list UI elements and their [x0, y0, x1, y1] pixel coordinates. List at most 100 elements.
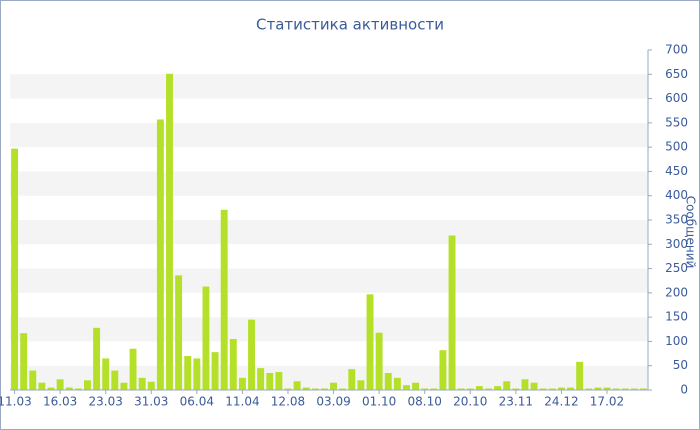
- bar: [156, 119, 164, 390]
- bar: [375, 332, 383, 390]
- bar: [238, 377, 246, 390]
- x-tick-label: 16.03: [43, 395, 77, 409]
- y-tick-label: 250: [665, 261, 688, 275]
- grid-band: [10, 74, 648, 99]
- bar: [548, 388, 556, 390]
- bar: [284, 388, 292, 390]
- bar: [166, 73, 173, 391]
- bar: [20, 333, 28, 390]
- y-tick-label: 100: [665, 334, 688, 348]
- bar: [38, 382, 46, 390]
- y-tick-label: 350: [665, 213, 688, 227]
- bar: [111, 370, 119, 390]
- bar: [275, 372, 283, 390]
- y-tick-label: 700: [665, 43, 688, 57]
- y-tick-label: 0: [680, 383, 688, 397]
- bar: [439, 350, 447, 390]
- bar: [220, 209, 228, 390]
- bar: [485, 388, 492, 390]
- y-tick-label: 450: [665, 164, 688, 178]
- bar: [138, 377, 146, 390]
- bar: [457, 388, 465, 390]
- bar: [503, 381, 511, 390]
- x-tick-label: 20.10: [453, 395, 487, 409]
- bar: [129, 348, 137, 390]
- grid-band: [10, 268, 648, 293]
- grid-band: [10, 122, 648, 148]
- bar: [585, 388, 593, 390]
- y-tick-label: 600: [665, 91, 688, 105]
- bar: [384, 373, 392, 390]
- bar: [475, 386, 483, 390]
- x-tick-label: 12.08: [271, 395, 305, 409]
- bar: [612, 388, 620, 390]
- grid-band: [10, 317, 648, 342]
- x-tick-label: 11.04: [225, 395, 259, 409]
- bar: [603, 387, 611, 390]
- bar: [393, 377, 401, 390]
- bar: [257, 368, 265, 390]
- y-tick-label: 550: [665, 115, 688, 129]
- bar: [357, 380, 365, 390]
- x-tick-label: 03.09: [316, 395, 350, 409]
- y-tick-label: 300: [665, 237, 688, 251]
- x-tick-label: 01.10: [362, 395, 396, 409]
- bar: [430, 388, 438, 390]
- y-tick-label: 650: [665, 67, 688, 81]
- bar: [302, 387, 310, 390]
- bar: [248, 319, 255, 390]
- bar: [366, 294, 374, 390]
- x-tick-label: 31.03: [134, 395, 168, 409]
- bar: [448, 235, 456, 390]
- bar: [311, 388, 319, 390]
- x-tick-label: 06.04: [180, 395, 214, 409]
- x-tick-label: 08.10: [408, 395, 442, 409]
- bar: [621, 388, 629, 390]
- y-tick-label: 400: [665, 188, 688, 202]
- bar: [466, 388, 474, 390]
- bar: [47, 387, 55, 390]
- bar: [512, 388, 520, 390]
- grid-band: [10, 171, 648, 196]
- x-tick-label: 23.03: [89, 395, 123, 409]
- bar: [120, 382, 128, 390]
- bar: [175, 275, 183, 390]
- bar: [594, 387, 602, 390]
- x-tick-label: 17.02: [590, 395, 624, 409]
- x-tick-label: 23.11: [499, 395, 533, 409]
- bar: [29, 370, 37, 390]
- bar: [521, 379, 529, 390]
- bar: [229, 339, 237, 390]
- y-tick-label: 50: [673, 358, 688, 372]
- y-tick-label: 150: [665, 310, 688, 324]
- x-tick-label: 24.12: [544, 395, 578, 409]
- bar: [339, 388, 347, 390]
- bar: [56, 379, 64, 390]
- bar: [494, 386, 502, 390]
- bar: [330, 382, 338, 390]
- y-axis-label: Сообщений: [684, 196, 698, 269]
- bar: [293, 381, 301, 390]
- bar: [11, 148, 19, 390]
- bar: [147, 381, 155, 390]
- bar: [539, 388, 547, 390]
- bar: [84, 380, 91, 390]
- bar: [202, 286, 210, 390]
- bar: [576, 361, 584, 390]
- bar: [184, 356, 192, 390]
- bar: [320, 388, 328, 390]
- y-tick-label: 500: [665, 140, 688, 154]
- bar: [211, 352, 219, 390]
- bar: [639, 388, 647, 390]
- bar: [567, 387, 574, 390]
- bar: [102, 358, 110, 390]
- bar: [93, 327, 101, 390]
- bar: [412, 382, 420, 390]
- bar: [266, 373, 274, 390]
- y-tick-label: 200: [665, 285, 688, 299]
- bar: [557, 387, 565, 390]
- grid-band: [10, 220, 648, 245]
- bar: [74, 388, 82, 390]
